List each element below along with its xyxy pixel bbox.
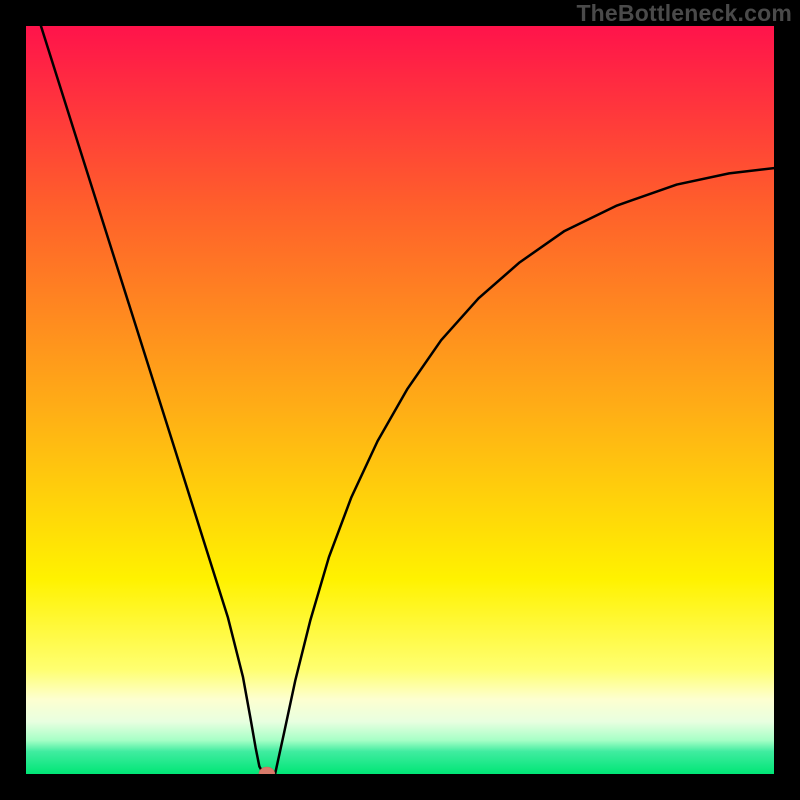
chart-svg [0, 0, 800, 800]
chart-container: TheBottleneck.com [0, 0, 800, 800]
watermark-text: TheBottleneck.com [576, 0, 792, 27]
